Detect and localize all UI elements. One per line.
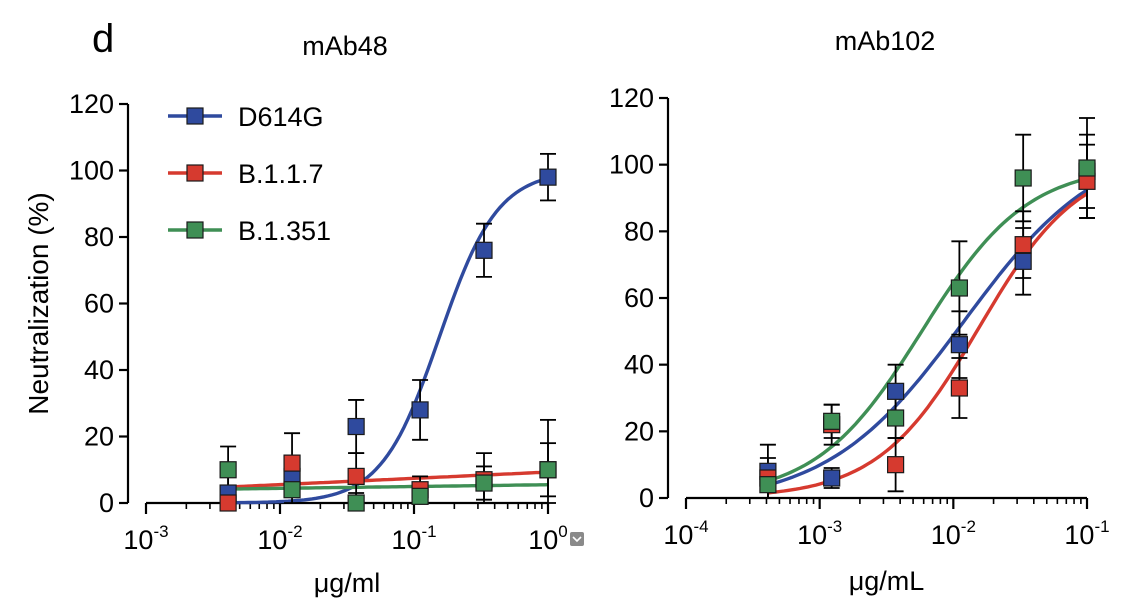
x-tick-label: 10-3 — [797, 517, 842, 550]
data-point-b-1-351 — [411, 487, 429, 505]
y-tick-label: 100 — [69, 156, 114, 186]
data-point-b-1-351 — [950, 279, 968, 297]
y-tick-label: 0 — [99, 488, 114, 518]
y-tick-label: 60 — [624, 283, 654, 313]
y-tick-label: 80 — [624, 216, 654, 246]
x-tick-label: 10-2 — [931, 517, 976, 550]
y-axis-label: Neutralization (%) — [23, 192, 54, 415]
x-axis-label: μg/mL — [849, 566, 925, 596]
y-tick-label: 40 — [624, 350, 654, 380]
data-point-d614g — [411, 401, 429, 419]
data-point-b-1-1-7 — [347, 467, 365, 485]
legend-item-b-1-351: B.1.351 — [168, 216, 331, 246]
legend-marker — [186, 107, 204, 125]
x-axis-label: μg/ml — [314, 568, 381, 598]
x-tick-label: 10-1 — [391, 522, 436, 555]
y-tick-label: 0 — [639, 483, 654, 513]
fit-curve-d614g — [228, 176, 549, 505]
y-tick-label: 120 — [69, 89, 114, 119]
chart-panel-mab48: mAb48 0 20 40 60 80 100 120 10-3 10-2 10-1 100 μg/ml… — [23, 31, 568, 598]
data-point-b-1-1-7 — [283, 454, 301, 472]
legend-item-b-1-1-7: B.1.1.7 — [168, 159, 324, 189]
x-tick-label: 100 — [528, 522, 568, 555]
chart-title: mAb48 — [302, 31, 388, 61]
y-tick-label: 40 — [84, 355, 114, 385]
data-point-b-1-351 — [759, 476, 777, 494]
data-point-b-1-351 — [283, 481, 301, 499]
fit-curve-b-1-1-7 — [767, 192, 1088, 495]
fit-curve-b-1-351 — [767, 176, 1088, 483]
data-point-d614g — [823, 469, 841, 487]
panel-label: d — [92, 17, 114, 61]
y-tick-label: 80 — [84, 222, 114, 252]
legend-label: D614G — [238, 102, 324, 132]
fit-curve-d614g — [767, 188, 1088, 487]
data-point-d614g — [1014, 252, 1032, 270]
data-point-b-1-351 — [475, 474, 493, 492]
export-icon[interactable] — [570, 532, 584, 546]
data-point-b-1-1-7 — [887, 456, 905, 474]
chart-title: mAb102 — [835, 26, 936, 56]
data-point-b-1-351 — [539, 461, 557, 479]
y-tick-label: 120 — [609, 83, 654, 113]
data-point-b-1-351 — [1078, 159, 1096, 177]
y-tick-label: 20 — [84, 422, 114, 452]
fit-curve-b-1-351 — [228, 483, 549, 491]
data-point-b-1-1-7 — [219, 494, 237, 512]
y-tick-label: 20 — [624, 416, 654, 446]
legend-marker — [186, 164, 204, 182]
chart-panel-mab102: mAb102 0 20 40 60 80 100 120 10-4 10-3 10-2 10-1 μg/… — [609, 26, 1110, 596]
data-point-d614g — [887, 382, 905, 400]
y-tick-label: 60 — [84, 289, 114, 319]
data-point-d614g — [347, 417, 365, 436]
data-point-b-1-351 — [347, 494, 365, 512]
data-point-b-1-351 — [219, 461, 237, 479]
data-point-b-1-1-7 — [1014, 236, 1032, 254]
x-tick-label: 10-1 — [1064, 517, 1109, 550]
legend-marker — [186, 221, 204, 239]
y-tick-label: 100 — [609, 150, 654, 180]
x-tick-label: 10-2 — [257, 522, 302, 555]
legend-item-d614g: D614G — [168, 102, 324, 132]
x-tick-label: 10-4 — [663, 517, 708, 550]
data-point-b-1-351 — [1014, 169, 1032, 187]
legend: D614G B.1.1.7 B.1.351 — [168, 102, 331, 246]
data-point-d614g — [475, 241, 493, 259]
data-point-b-1-1-7 — [950, 379, 968, 397]
data-point-b-1-351 — [887, 409, 905, 427]
fit-curve-b-1-1-7 — [228, 470, 549, 489]
data-point-b-1-351 — [823, 412, 841, 430]
data-point-d614g — [950, 336, 968, 354]
legend-label: B.1.351 — [238, 216, 331, 246]
data-point-d614g — [539, 168, 557, 186]
x-tick-label: 10-3 — [123, 522, 168, 555]
legend-label: B.1.1.7 — [238, 159, 324, 189]
